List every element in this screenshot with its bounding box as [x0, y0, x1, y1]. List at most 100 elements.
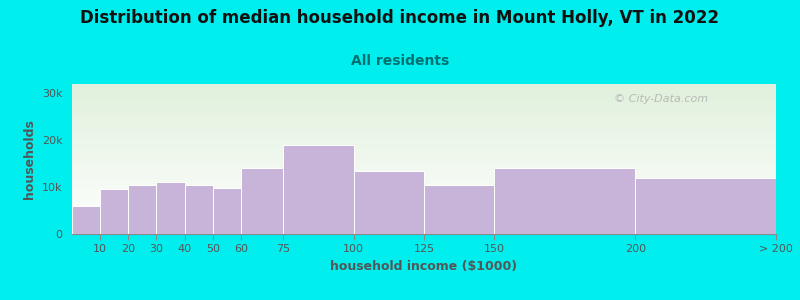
- Bar: [72, 213, 776, 214]
- Bar: [72, 204, 776, 205]
- Bar: [72, 169, 776, 170]
- Bar: [72, 118, 776, 119]
- Bar: [72, 193, 776, 194]
- Bar: [72, 104, 776, 105]
- Bar: [213, 188, 241, 234]
- Bar: [72, 152, 776, 153]
- Bar: [72, 135, 776, 136]
- Bar: [72, 167, 776, 168]
- Bar: [72, 190, 776, 191]
- Bar: [72, 107, 776, 108]
- Bar: [72, 141, 776, 142]
- Bar: [635, 178, 776, 234]
- Bar: [72, 120, 776, 121]
- Bar: [72, 109, 776, 110]
- Bar: [72, 116, 776, 117]
- Bar: [72, 182, 776, 183]
- Bar: [72, 219, 776, 220]
- Bar: [72, 200, 776, 201]
- Bar: [72, 87, 776, 88]
- Bar: [72, 126, 776, 127]
- Bar: [72, 100, 776, 101]
- Bar: [72, 144, 776, 145]
- Bar: [72, 164, 776, 165]
- Bar: [72, 108, 776, 109]
- Bar: [72, 93, 776, 94]
- Bar: [72, 158, 776, 159]
- Bar: [72, 198, 776, 199]
- Bar: [72, 121, 776, 122]
- Bar: [72, 230, 776, 231]
- Bar: [72, 217, 776, 218]
- Bar: [72, 136, 776, 137]
- Bar: [72, 225, 776, 226]
- Bar: [72, 208, 776, 209]
- Bar: [72, 192, 776, 193]
- Bar: [72, 210, 776, 211]
- Bar: [72, 195, 776, 196]
- Bar: [72, 187, 776, 188]
- Bar: [72, 202, 776, 203]
- Bar: [72, 153, 776, 154]
- Bar: [72, 212, 776, 213]
- Bar: [72, 196, 776, 197]
- Bar: [72, 151, 776, 152]
- Bar: [72, 222, 776, 223]
- Bar: [72, 88, 776, 89]
- Bar: [241, 168, 283, 234]
- Bar: [72, 143, 776, 144]
- Bar: [72, 232, 776, 233]
- Bar: [494, 168, 635, 234]
- Bar: [72, 96, 776, 97]
- Bar: [72, 142, 776, 143]
- Bar: [72, 149, 776, 150]
- Bar: [72, 100, 776, 101]
- Bar: [72, 139, 776, 140]
- Bar: [72, 183, 776, 184]
- Bar: [72, 130, 776, 131]
- Bar: [72, 161, 776, 162]
- Bar: [72, 129, 776, 130]
- Bar: [72, 90, 776, 91]
- Bar: [72, 160, 776, 161]
- Bar: [72, 226, 776, 227]
- Bar: [72, 188, 776, 189]
- Bar: [72, 127, 776, 128]
- Bar: [72, 220, 776, 221]
- Bar: [72, 189, 776, 190]
- Bar: [185, 185, 213, 234]
- Bar: [72, 165, 776, 166]
- Bar: [72, 132, 776, 133]
- Bar: [72, 175, 776, 176]
- Bar: [354, 171, 424, 234]
- Bar: [72, 111, 776, 112]
- Bar: [72, 155, 776, 156]
- Bar: [424, 185, 494, 234]
- Bar: [72, 124, 776, 125]
- Bar: [72, 133, 776, 134]
- Bar: [72, 206, 100, 234]
- Bar: [72, 201, 776, 202]
- Bar: [72, 134, 776, 135]
- Bar: [283, 145, 354, 234]
- Bar: [72, 228, 776, 229]
- Bar: [100, 190, 128, 234]
- Bar: [72, 170, 776, 171]
- Bar: [72, 113, 776, 114]
- Bar: [72, 137, 776, 138]
- Bar: [72, 97, 776, 98]
- Bar: [72, 110, 776, 111]
- Bar: [72, 123, 776, 124]
- Bar: [72, 176, 776, 177]
- Bar: [72, 207, 776, 208]
- Bar: [72, 199, 776, 200]
- Bar: [72, 227, 776, 228]
- Bar: [72, 91, 776, 92]
- Bar: [72, 115, 776, 116]
- Bar: [72, 147, 776, 148]
- Bar: [72, 169, 776, 170]
- Bar: [157, 182, 185, 234]
- Bar: [72, 150, 776, 151]
- Text: © City-Data.com: © City-Data.com: [614, 94, 708, 104]
- Bar: [72, 194, 776, 195]
